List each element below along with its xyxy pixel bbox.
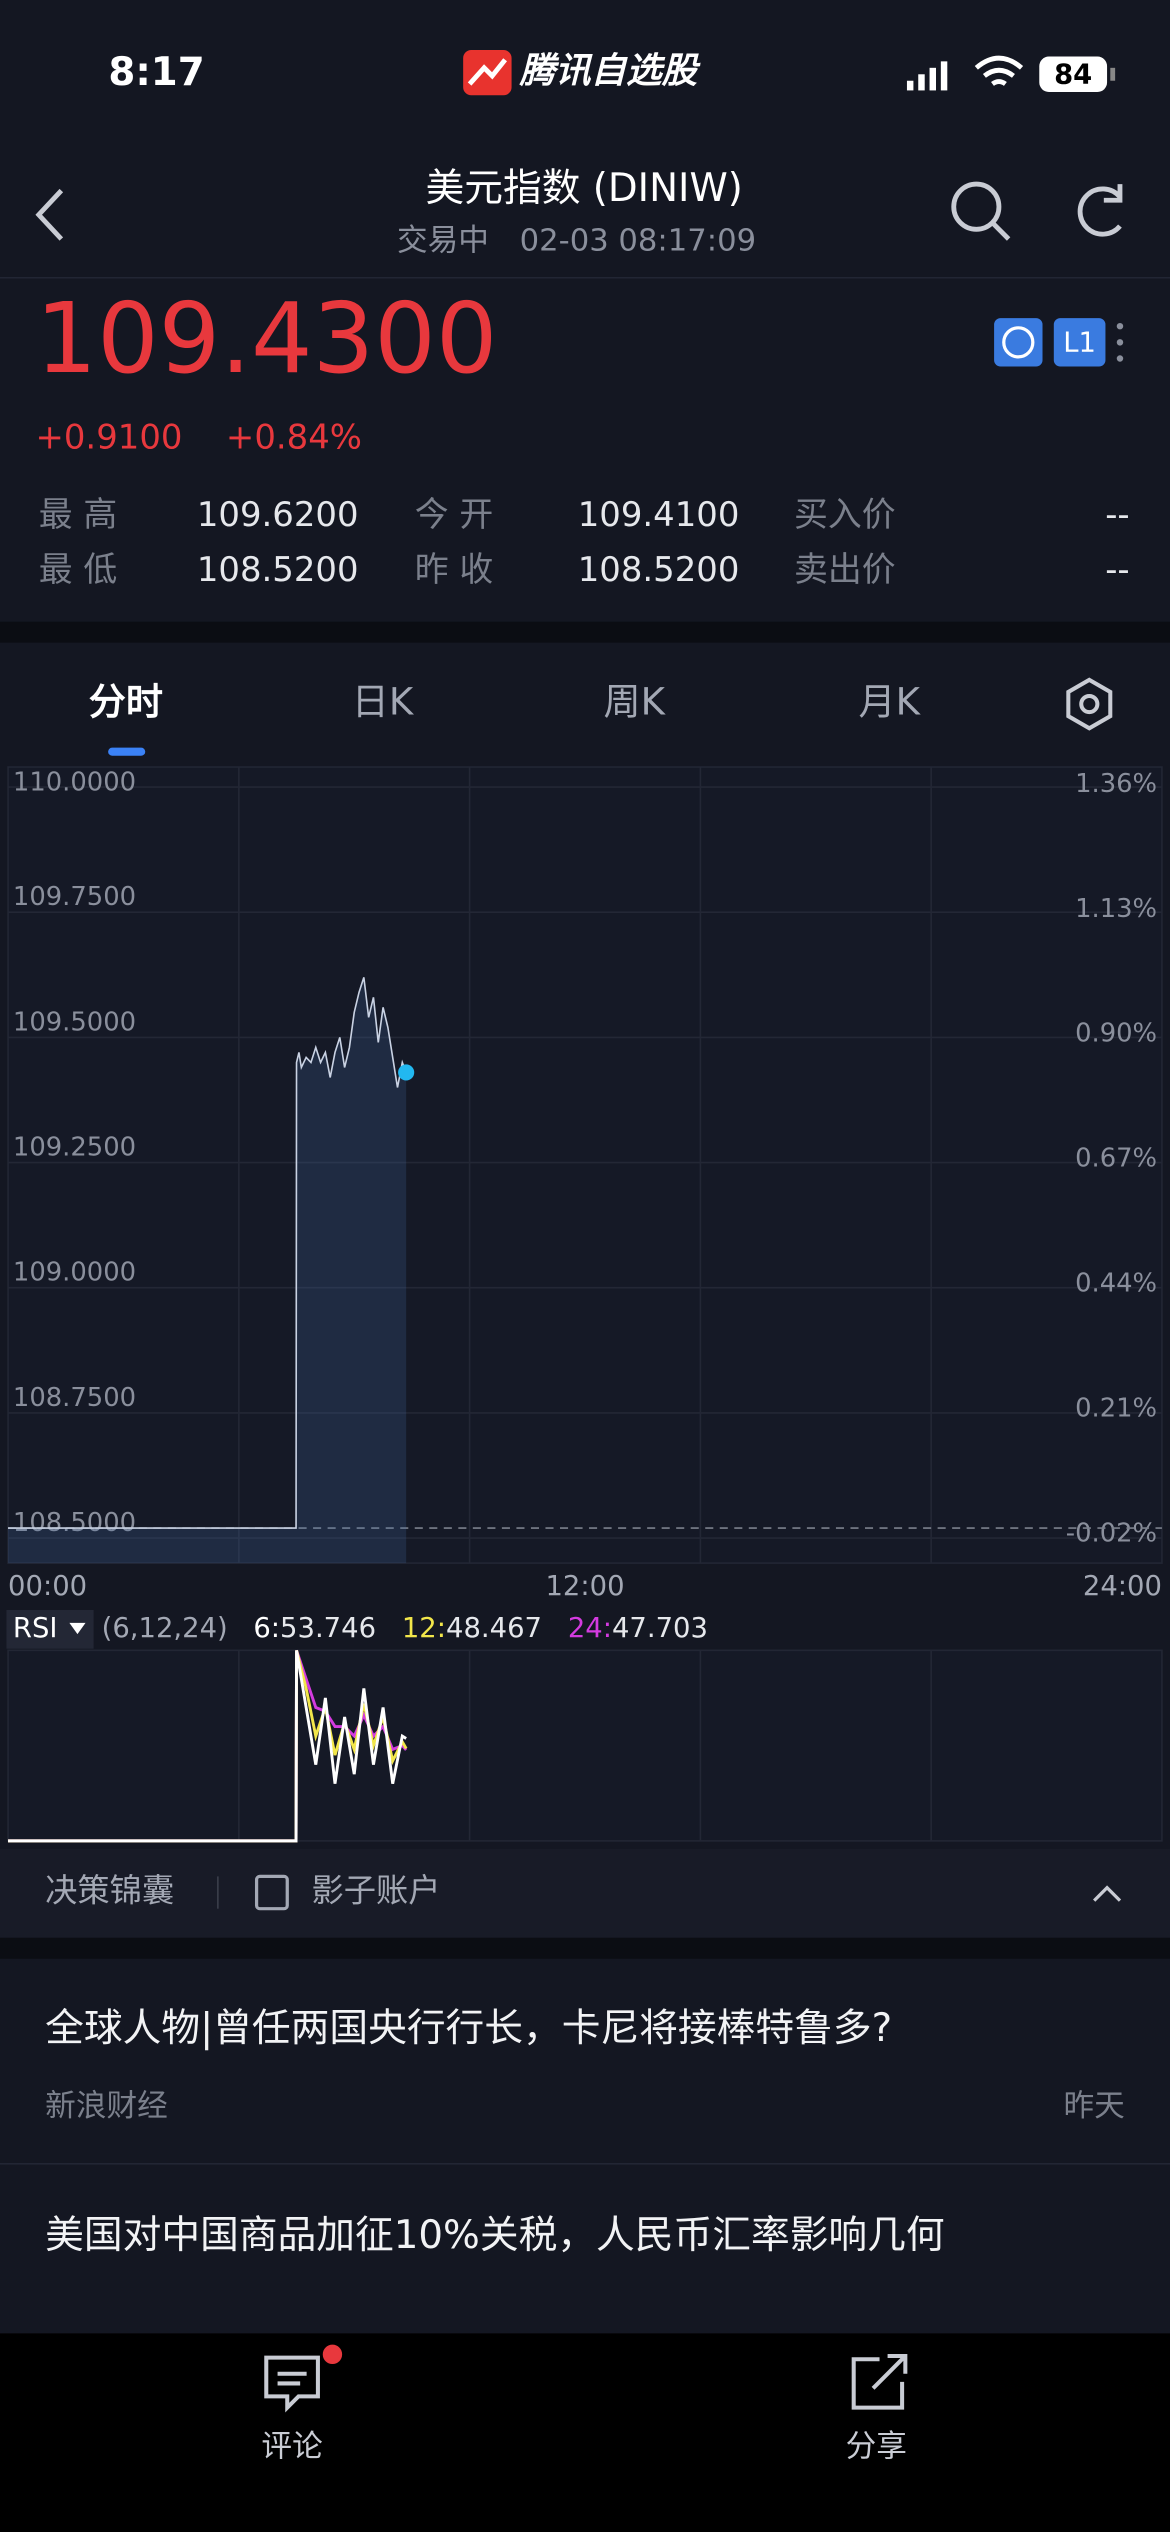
plot-area — [7, 766, 1163, 1564]
y2-tick-label: 0.67% — [1075, 1144, 1157, 1174]
toolbar-icon — [254, 1874, 289, 1911]
active-tab-indicator — [108, 747, 146, 756]
news-time: 昨天 — [1064, 2089, 1125, 2124]
y-tick-label: 109.5000 — [13, 1007, 136, 1037]
news-title: 美国对中国商品加征10%关税，人民币汇率影响几何 — [45, 2212, 945, 2258]
indicator-name: RSI — [13, 1613, 58, 1644]
toolbar-item[interactable]: 决策锦囊 — [45, 1872, 174, 1910]
globe-badge[interactable] — [994, 318, 1043, 367]
signal-icon — [906, 61, 948, 91]
legend-value: 53.746 — [280, 1613, 376, 1644]
chart-settings[interactable] — [1066, 677, 1113, 731]
x-tick-label: 24:00 — [1083, 1571, 1162, 1602]
stat-value: 108.5200 — [578, 550, 740, 589]
stat-label: 今 开 — [415, 495, 494, 534]
chart-tab[interactable]: 日K — [352, 681, 415, 724]
more-icon[interactable] — [1116, 322, 1124, 362]
quote-stats: 最 高 109.6200 今 开 109.4100 买入价 -- 最 低 108.5200 昨 … — [39, 495, 1130, 589]
share-icon[interactable] — [851, 2353, 908, 2410]
x-tick-label: 00:00 — [8, 1571, 87, 1602]
refresh-button[interactable] — [1077, 184, 1123, 237]
toolbar-item[interactable]: 影子账户 — [311, 1872, 440, 1910]
battery-icon — [1039, 56, 1108, 93]
section-gap — [0, 621, 1170, 643]
price-change: +0.9100 — [36, 418, 183, 457]
toolbar — [0, 1848, 1170, 1938]
legend-value: 47.703 — [612, 1613, 708, 1644]
series-line — [8, 1650, 407, 1843]
stat-label: 最 高 — [39, 495, 118, 534]
news-source: 新浪财经 — [45, 2089, 168, 2124]
y-tick-label: 108.5000 — [13, 1508, 136, 1538]
y-tick-label: 109.7500 — [13, 882, 136, 912]
nav-label[interactable]: 分享 — [846, 2430, 907, 2465]
y2-tick-label: 0.90% — [1075, 1019, 1157, 1049]
news-item[interactable]: 全球人物|曾任两国央行行长，卡尼将接棒特鲁多? — [45, 1994, 1142, 2067]
dropdown-arrow — [69, 1622, 86, 1635]
level-badge[interactable] — [1053, 318, 1106, 367]
legend-value: 48.467 — [446, 1613, 542, 1644]
stat-value: 109.4100 — [578, 495, 740, 534]
globe-icon — [1002, 326, 1035, 359]
y-tick-label: 109.2500 — [13, 1133, 136, 1163]
rsi-chart: RSI (6,12,24) 6: 53.746 12: 48.467 24: 47.703 — [6, 1609, 1163, 1843]
legend-name: 6: — [253, 1613, 280, 1644]
battery-level: 84 — [1054, 59, 1092, 90]
last-price-dot — [398, 1064, 415, 1081]
level-badge-text: L1 — [1063, 327, 1096, 358]
stat-label: 卖出价 — [794, 550, 896, 589]
header-datetime: 02-03 08:17:09 — [520, 224, 756, 259]
search-button[interactable] — [951, 181, 1011, 241]
nav-label[interactable]: 评论 — [261, 2430, 322, 2465]
app-icon-mark — [467, 58, 508, 86]
indicator-params: (6,12,24) — [102, 1613, 228, 1644]
y-tick-label: 110.0000 — [13, 768, 136, 798]
stat-label: 买入价 — [794, 495, 896, 534]
legend-name: 24: — [568, 1613, 612, 1644]
chart-tabs: 分时 日K 周K 月K — [89, 681, 922, 724]
rsi-area — [7, 1649, 1163, 1842]
stat-value: 109.6200 — [197, 495, 359, 534]
app-name: 腾讯自选股 — [519, 51, 701, 92]
status-time: 8:17 — [108, 50, 204, 95]
chart-tab[interactable]: 月K — [858, 681, 921, 724]
legend-name: 12: — [402, 1613, 446, 1644]
stat-value: -- — [1105, 550, 1129, 589]
notification-dot — [322, 2344, 343, 2365]
y2-tick-label: 0.44% — [1075, 1269, 1157, 1299]
section-gap — [0, 1937, 1170, 1959]
stat-label: 昨 收 — [415, 550, 494, 589]
stat-label: 最 低 — [39, 550, 118, 589]
series-line — [8, 977, 407, 1529]
price-chart: 110.0000 109.7500 109.5000 109.2500 109.0000… — [7, 766, 1163, 1602]
comment-icon[interactable] — [264, 2355, 320, 2413]
y2-tick-label: 1.13% — [1075, 894, 1157, 924]
last-price: 109.4300 — [36, 282, 498, 395]
price-area — [8, 977, 407, 1564]
collapse-button[interactable] — [1093, 1885, 1122, 1902]
header-title: 美元指数 (DINIW) — [426, 166, 743, 211]
price-change-pct: +0.84% — [226, 418, 362, 457]
stat-value: 108.5200 — [197, 550, 359, 589]
chart-tab[interactable]: 周K — [604, 681, 667, 724]
x-tick-label: 12:00 — [545, 1571, 624, 1602]
trading-status: 交易中 — [397, 224, 489, 259]
y-tick-label: 109.0000 — [13, 1258, 136, 1288]
y2-tick-label: 1.36% — [1075, 769, 1157, 799]
y2-tick-label: 0.21% — [1075, 1394, 1157, 1424]
y2-tick-label: -0.02% — [1066, 1519, 1157, 1549]
bottom-nav — [0, 2333, 1170, 2532]
wifi-icon — [974, 55, 1024, 86]
news-item[interactable]: 美国对中国商品加征10%关税，人民币汇率影响几何 — [45, 2201, 1126, 2346]
battery-tip — [1110, 67, 1116, 81]
stat-value: -- — [1105, 495, 1129, 534]
chart-tab[interactable]: 分时 — [89, 681, 163, 724]
news-title: 全球人物|曾任两国央行行长，卡尼将接棒特鲁多? — [45, 2005, 893, 2051]
back-button[interactable] — [35, 188, 64, 241]
y-tick-label: 108.7500 — [13, 1383, 136, 1413]
